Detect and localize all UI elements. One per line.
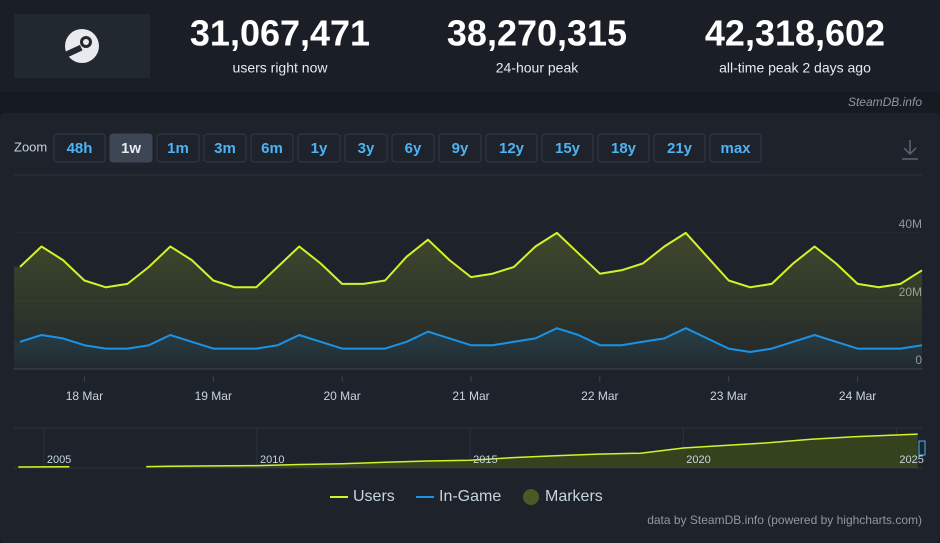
steam-logo-dot <box>83 39 89 45</box>
zoom-button-label[interactable]: 6m <box>261 140 283 157</box>
download-icon[interactable] <box>902 140 918 160</box>
zoom-button-bg[interactable] <box>53 133 106 163</box>
legend-symbol[interactable] <box>523 489 539 505</box>
stat-label: 24-hour peak <box>496 60 580 76</box>
x-tick-label: 21 Mar <box>452 389 489 403</box>
zoom-button-label[interactable]: 15y <box>555 140 581 157</box>
zoom-button-label[interactable]: 1y <box>311 140 328 157</box>
zoom-button[interactable]: 6y <box>391 133 435 163</box>
zoom-button[interactable]: 1w <box>109 133 153 163</box>
zoom-button-bg[interactable] <box>653 133 706 163</box>
x-tick-label: 19 Mar <box>195 389 232 403</box>
zoom-button[interactable]: 18y <box>597 133 650 163</box>
stat-label: users right now <box>233 60 329 76</box>
legend-item[interactable]: Markers <box>523 488 603 505</box>
zoom-button-bg[interactable] <box>203 133 247 163</box>
legend-item[interactable]: In-Game <box>416 488 501 505</box>
series-line <box>19 327 923 353</box>
zoom-button[interactable]: 3m <box>203 133 247 163</box>
x-tick-label: 18 Mar <box>66 389 103 403</box>
zoom-button-label[interactable]: 3m <box>214 140 236 157</box>
zoom-button-label[interactable]: 21y <box>667 140 693 157</box>
stat-value: 38,270,315 <box>447 13 627 54</box>
legend-label[interactable]: Markers <box>545 488 603 505</box>
steam-logo-arm <box>65 44 83 58</box>
zoom-button-bg[interactable] <box>156 133 200 163</box>
zoom-button-label[interactable]: 3y <box>358 140 375 157</box>
zoom-button-bg[interactable] <box>250 133 294 163</box>
y-tick-label: 40M <box>899 217 922 231</box>
navigator-tick-label: 2020 <box>686 454 710 466</box>
header-panel <box>0 0 940 92</box>
zoom-button-label[interactable]: 12y <box>499 140 525 157</box>
zoom-button[interactable]: 48h <box>53 133 106 163</box>
zoom-button-bg[interactable] <box>438 133 482 163</box>
zoom-button-label[interactable]: 1m <box>167 140 189 157</box>
navigator-tick-label: 2025 <box>899 454 923 466</box>
zoom-button-bg[interactable] <box>391 133 435 163</box>
zoom-button[interactable]: 3y <box>344 133 388 163</box>
stat-label: all-time peak 2 days ago <box>719 60 871 76</box>
navigator-handle[interactable] <box>918 440 926 456</box>
x-tick-label: 22 Mar <box>581 389 618 403</box>
x-tick-label: 23 Mar <box>710 389 747 403</box>
zoom-button[interactable]: max <box>709 133 762 163</box>
navigator-area <box>18 434 918 468</box>
navigator-tick-label: 2010 <box>260 454 284 466</box>
zoom-button-bg[interactable] <box>344 133 388 163</box>
legend-label[interactable]: In-Game <box>439 488 501 505</box>
navigator-line <box>18 433 918 468</box>
zoom-button[interactable]: 21y <box>653 133 706 163</box>
credits[interactable]: data by SteamDB.info (powered by highcha… <box>647 513 922 527</box>
series-line <box>19 231 923 289</box>
navigator-tick-label: 2015 <box>473 454 497 466</box>
zoom-button-label[interactable]: 6y <box>405 140 422 157</box>
zoom-button-bg[interactable] <box>109 133 153 163</box>
x-tick-label: 20 Mar <box>323 389 360 403</box>
zoom-label: Zoom <box>14 139 47 154</box>
zoom-button[interactable]: 1m <box>156 133 200 163</box>
zoom-button-label[interactable]: max <box>720 140 751 157</box>
zoom-button[interactable]: 1y <box>297 133 341 163</box>
zoom-button-label[interactable]: 1w <box>121 140 141 157</box>
zoom-button-bg[interactable] <box>709 133 762 163</box>
zoom-button-label[interactable]: 18y <box>611 140 637 157</box>
zoom-button[interactable]: 12y <box>485 133 538 163</box>
zoom-button[interactable]: 9y <box>438 133 482 163</box>
series-area <box>14 328 922 369</box>
stat-value: 42,318,602 <box>705 13 885 54</box>
zoom-button[interactable]: 6m <box>250 133 294 163</box>
zoom-button[interactable]: 15y <box>541 133 594 163</box>
stat-value: 31,067,471 <box>190 13 370 54</box>
x-tick-label: 24 Mar <box>839 389 876 403</box>
zoom-button-label[interactable]: 9y <box>452 140 469 157</box>
zoom-button-bg[interactable] <box>485 133 538 163</box>
zoom-button-bg[interactable] <box>597 133 650 163</box>
legend-item[interactable]: Users <box>330 488 395 505</box>
zoom-button-label[interactable]: 48h <box>67 140 93 157</box>
zoom-button-bg[interactable] <box>297 133 341 163</box>
legend-label[interactable]: Users <box>353 488 395 505</box>
zoom-button-bg[interactable] <box>541 133 594 163</box>
navigator-tick-label: 2005 <box>47 454 71 466</box>
source-label: SteamDB.info <box>848 95 922 109</box>
